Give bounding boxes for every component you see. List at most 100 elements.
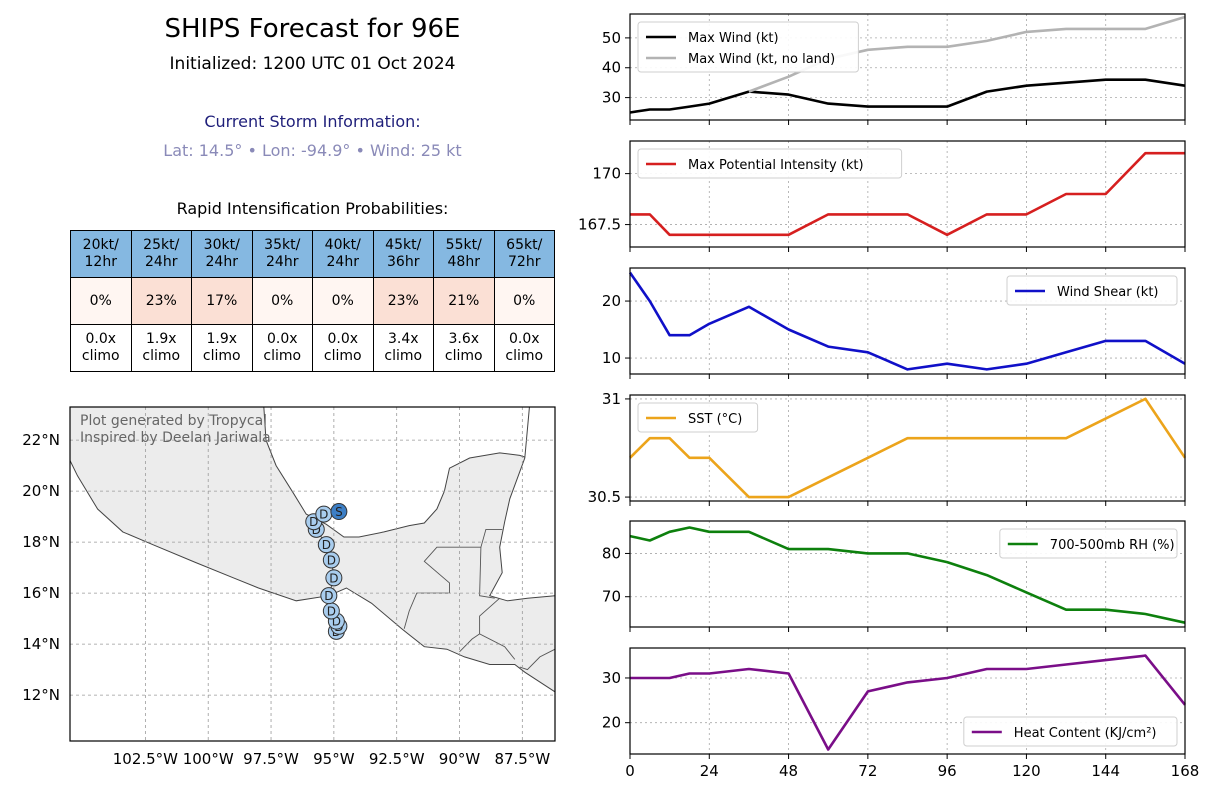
y-tick-label: 30 <box>602 669 621 687</box>
panel-max-potential-intensity: 167.5 170 Max Potential Intensity (kt) <box>578 140 1186 252</box>
ri-table-title: Rapid Intensification Probabilities: <box>176 199 449 218</box>
track-point-label: D <box>327 553 336 567</box>
page-title: SHIPS Forecast for 96E <box>164 14 461 44</box>
y-tick-label: 170 <box>592 165 621 183</box>
ri-threshold-line2: 72hr <box>508 254 541 270</box>
track-point <box>317 536 335 554</box>
ri-probability: 0% <box>251 277 313 325</box>
track-point-label: D <box>332 615 341 629</box>
legend-box <box>637 402 759 433</box>
ri-threshold-line2: 24hr <box>205 254 238 270</box>
x-tick-label: 96 <box>938 762 957 780</box>
legend-label: Max Wind (kt) <box>688 31 779 46</box>
legend-label: 700-500mb RH (%) <box>1050 538 1175 553</box>
ri-climo-ratio: 1.9x <box>206 331 238 347</box>
ri-climo: 0.0x climo <box>251 324 313 372</box>
map-lon-label: 92.5°W <box>369 750 425 768</box>
map-content: DDDDDDDDDDDSPlot generated by TropycalIn… <box>70 407 555 741</box>
ri-threshold: 45kt/36hr <box>372 230 434 278</box>
track-point-label: D <box>327 604 336 618</box>
y-tick-label: 50 <box>602 29 621 47</box>
panel-frame <box>629 647 1186 755</box>
legend: Max Potential Intensity (kt) <box>637 148 903 179</box>
init-time: Initialized: 1200 UTC 01 Oct 2024 <box>169 54 456 74</box>
series-line <box>628 271 1186 371</box>
track-point <box>330 503 348 521</box>
ri-climo-label: climo <box>202 348 241 364</box>
y-tick-label: 80 <box>602 544 621 562</box>
map-lon-label: 95°W <box>313 750 355 768</box>
ri-threshold-line2: 12hr <box>84 254 117 270</box>
ri-climo: 3.4x climo <box>372 324 434 372</box>
y-tick-label: 30.5 <box>588 488 621 506</box>
track-point-label: D <box>324 589 333 603</box>
y-tick-label: 30 <box>602 89 621 107</box>
y-tick-label: 167.5 <box>578 216 621 234</box>
ri-probability: 0% <box>312 277 374 325</box>
track-point-label: S <box>335 505 343 519</box>
track-point-label: D <box>322 538 331 552</box>
ri-climo: 0.0x climo <box>70 324 132 372</box>
ri-climo-ratio: 0.0x <box>266 331 298 347</box>
track-point <box>322 551 340 569</box>
ri-header-row: 20kt/12hr 25kt/24hr 30kt/24hr 35kt/24hr 40kt… <box>70 230 555 278</box>
ri-threshold-line1: 25kt/ <box>143 237 180 253</box>
track-point-label: D <box>329 571 338 585</box>
legend: 700-500mb RH (%) <box>999 528 1178 559</box>
country-border <box>519 648 555 671</box>
ri-threshold-line1: 65kt/ <box>506 237 543 253</box>
ri-threshold-line1: 20kt/ <box>82 237 119 253</box>
country-border <box>459 597 500 653</box>
map-frame <box>69 406 556 742</box>
ri-threshold: 35kt/24hr <box>251 230 313 278</box>
ri-climo-ratio: 0.0x <box>508 331 540 347</box>
ri-threshold-line2: 24hr <box>266 254 299 270</box>
ri-threshold-line2: 36hr <box>387 254 420 270</box>
ri-table: 20kt/12hr 25kt/24hr 30kt/24hr 35kt/24hr 40kt… <box>70 230 555 372</box>
y-tick-label: 10 <box>602 349 621 367</box>
x-tick-label: 120 <box>1012 762 1041 780</box>
map-lon-label: 97.5°W <box>243 750 299 768</box>
ri-climo-label: climo <box>142 348 181 364</box>
panel-frame <box>629 520 1186 628</box>
ri-climo-label: climo <box>323 348 362 364</box>
panel-sst: 30.5 31 SST (°C) <box>588 390 1187 506</box>
ri-climo-ratio: 3.6x <box>448 331 480 347</box>
ri-climo-label: climo <box>81 348 120 364</box>
ri-probability: 0% <box>70 277 132 325</box>
ri-climo: 0.0x climo <box>493 324 555 372</box>
legend-label: SST (°C) <box>688 412 742 427</box>
x-tick-label: 144 <box>1091 762 1120 780</box>
legend-label: Wind Shear (kt) <box>1057 285 1159 300</box>
ri-threshold-line2: 24hr <box>326 254 359 270</box>
ri-climo-label: climo <box>384 348 423 364</box>
ri-threshold-line1: 30kt/ <box>203 237 240 253</box>
ri-threshold: 30kt/24hr <box>191 230 253 278</box>
ri-climo-label: climo <box>263 348 302 364</box>
legend-box <box>637 148 903 179</box>
map-lon-label: 100°W <box>183 750 234 768</box>
x-tick-label: 48 <box>779 762 798 780</box>
ri-threshold-line2: 48hr <box>447 254 480 270</box>
ri-threshold: 25kt/24hr <box>130 230 192 278</box>
series-line <box>630 654 1187 751</box>
ri-threshold-line1: 40kt/ <box>324 237 361 253</box>
legend: Max Wind (kt) Max Wind (kt, no land) <box>637 21 859 73</box>
x-tick-label: 24 <box>700 762 719 780</box>
panel-frame <box>629 140 1186 248</box>
ri-prob-row: 0% 23% 17% 0% 0% 23% 21% 0% <box>70 277 555 325</box>
panel-frame <box>629 267 1186 375</box>
series-line <box>629 78 1186 114</box>
ri-climo-ratio: 3.4x <box>387 331 419 347</box>
map-lat-label: 16°N <box>22 584 60 602</box>
panel-max-wind: 30 40 50 Max Wind (kt) Max Wind (kt, no land… <box>602 13 1186 125</box>
ri-climo-row: 0.0x climo 1.9x climo 1.9x climo 0.0x climo 0.0x… <box>70 324 555 372</box>
map-lat-label: 12°N <box>22 686 60 704</box>
storm-info-text: Lat: 14.5° • Lon: -94.9° • Wind: 25 kt <box>163 141 462 160</box>
map-lat-label: 14°N <box>22 635 60 653</box>
map-lon-label: 87.5°W <box>494 750 550 768</box>
track-point-label: D <box>309 515 318 529</box>
ri-climo: 1.9x climo <box>191 324 253 372</box>
panel-heat-content: 20 30 0 24 48 72 96 120 144 168 Heat Content (KJ/c… <box>602 647 1199 780</box>
